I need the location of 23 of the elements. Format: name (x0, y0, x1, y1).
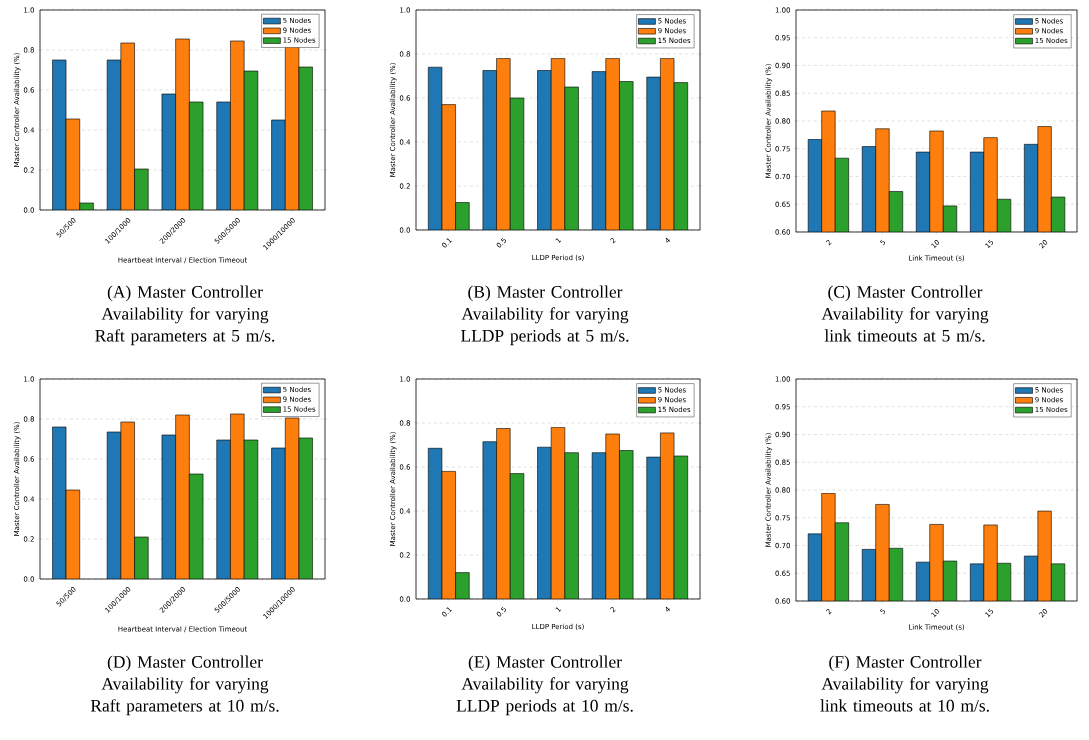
bar (564, 86, 579, 230)
text: (F) Master Controller Availability for varying link timeouts at 10 m/s. (820, 655, 989, 712)
text: (A) Master Controller Availability for varying Raft parameters at 5 m/s. (95, 285, 275, 346)
bar (230, 40, 245, 210)
bar (216, 439, 231, 579)
bar (175, 414, 190, 579)
text: (E) Master Controller Availability for varying LLDP periods at 10 m/s. (456, 655, 633, 716)
bar (230, 413, 245, 579)
bar (564, 452, 579, 599)
text: (D) Master Controller Availability for varying Raft parameters at 10 m/s. (90, 655, 279, 716)
bar (646, 76, 661, 230)
bar (455, 202, 470, 230)
bar (120, 42, 135, 210)
bar (175, 38, 190, 210)
bar (134, 536, 149, 579)
bar (537, 70, 552, 230)
bar (646, 456, 661, 599)
bar (537, 446, 552, 599)
bar (120, 421, 135, 579)
text: (B) Master Controller Availability for varying LLDP periods at 5 m/s. (461, 285, 629, 346)
bar (271, 447, 286, 579)
text: (C) Master Controller Availability for varying link timeouts at 5 m/s. (821, 285, 989, 342)
bar (455, 572, 470, 599)
